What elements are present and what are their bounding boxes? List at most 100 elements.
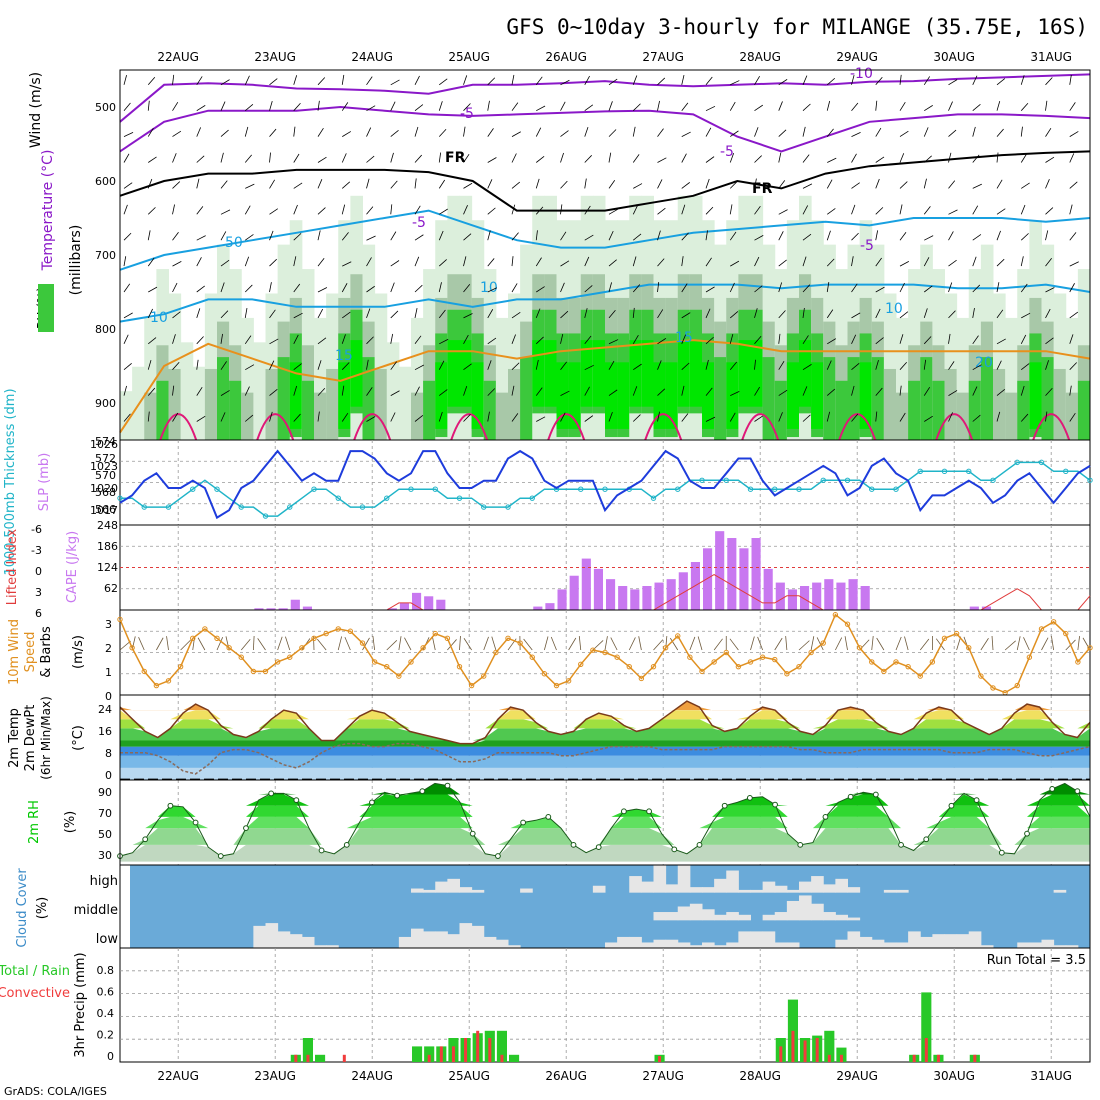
wind-speed-point	[869, 659, 875, 665]
wind-speed-point	[735, 663, 742, 670]
wind-barb	[827, 208, 836, 215]
contour-20	[450, 413, 489, 441]
wind-barb	[681, 385, 685, 396]
wind-speed-point	[1050, 619, 1057, 625]
date-label-bottom: 25AUG	[448, 1069, 490, 1083]
wind-barb	[681, 283, 688, 293]
cloud-block	[689, 903, 703, 921]
wind-barb	[996, 282, 1000, 293]
date-label-top: 23AUG	[254, 50, 296, 64]
wind-barb	[220, 129, 229, 137]
wind-barb	[972, 103, 981, 112]
wind-barb	[923, 127, 929, 137]
wind-barb	[1069, 232, 1077, 241]
wind-barb	[923, 155, 932, 163]
cloud-block	[823, 912, 836, 921]
wind-barb	[778, 361, 785, 370]
wind-barb	[269, 388, 278, 396]
wind-barb	[245, 364, 255, 371]
wind-barb	[948, 361, 955, 370]
thickness-point	[262, 513, 269, 519]
wind-barb	[244, 335, 252, 345]
cape-bar	[812, 582, 822, 610]
wind-barb	[657, 179, 663, 189]
wind-speed-point	[165, 678, 172, 684]
wind-barb-10m	[156, 637, 164, 651]
wind-barb	[487, 337, 497, 345]
cape-bar	[618, 586, 628, 610]
wind-barb	[220, 231, 227, 241]
wind-barb	[244, 126, 249, 137]
upper-air-units-label: (millibars)	[68, 225, 84, 296]
cloud-axis-label: Cloud Cover	[15, 868, 30, 948]
wind-barb	[341, 412, 349, 422]
wind-barb	[438, 411, 443, 422]
wind-barb	[123, 256, 127, 267]
wind-speed-point	[1087, 645, 1093, 651]
rh-shade-green	[520, 357, 533, 440]
cloud-block	[665, 884, 679, 893]
cloud-block	[689, 945, 703, 948]
rh-point	[318, 847, 325, 854]
wind-barb	[414, 178, 417, 189]
wind-barb	[1045, 411, 1048, 422]
wind-speed-point	[444, 635, 451, 642]
slp-tick: 1026	[90, 438, 118, 451]
wind-barb-10m	[1051, 636, 1055, 651]
rh-point	[721, 802, 728, 809]
wind-barb	[681, 74, 685, 85]
cloud-block	[301, 936, 315, 948]
thickness-tick: 574	[95, 435, 116, 448]
wind-barb	[511, 385, 515, 396]
wind-barb	[923, 386, 931, 396]
rh-shade-bright	[459, 340, 473, 407]
precip-panel-frame	[119, 947, 1091, 1063]
thickness-tick: 572	[95, 452, 116, 465]
wind-barb	[948, 209, 958, 215]
contour-label: -5	[412, 215, 426, 231]
wind-barb	[269, 128, 277, 137]
cloud-block	[605, 942, 618, 948]
cloud-block	[726, 870, 739, 893]
wind-barb	[269, 282, 272, 293]
wind-speed-point	[287, 654, 293, 660]
thickness-point	[238, 504, 244, 510]
cloud-block	[786, 889, 800, 893]
wind-barb-10m	[216, 637, 224, 651]
wind-speed-point	[299, 645, 305, 651]
wind-barb	[414, 256, 420, 267]
wind-barb-10m	[240, 639, 251, 651]
cloud-block	[1065, 945, 1079, 948]
contour-20	[644, 413, 683, 441]
wind-tick: 2	[105, 642, 112, 655]
wind-barb	[487, 309, 494, 319]
wind-barb	[972, 183, 982, 189]
date-label-bottom: 30AUG	[933, 1069, 975, 1083]
wind-barb	[608, 101, 613, 111]
contour-label: 10	[885, 301, 903, 317]
rh-point	[973, 797, 980, 804]
wind-barb	[778, 259, 787, 267]
cloud-block	[653, 912, 667, 921]
wind-barb	[560, 204, 563, 215]
wind-barb	[802, 183, 813, 189]
contour-20	[741, 413, 780, 441]
wind-barb	[244, 205, 251, 215]
thickness-point	[1038, 459, 1045, 466]
wind-barb	[826, 360, 832, 370]
wind-barb	[923, 336, 932, 345]
wind-barb	[923, 178, 927, 189]
wind-barb-10m	[483, 636, 489, 651]
wind-barb	[875, 337, 884, 345]
thickness-axis-label: 1000-500mb Thickness (dm)	[3, 388, 18, 575]
rh-point	[570, 841, 577, 848]
wind-barb	[899, 153, 905, 163]
rh-shade-bright	[677, 340, 691, 407]
cloud-block	[653, 939, 667, 948]
cape-bar	[703, 548, 713, 610]
cape-bar	[254, 608, 264, 610]
wind-barb	[948, 412, 953, 422]
wind-barb	[172, 102, 179, 111]
cloud-block	[411, 888, 424, 893]
wind-barb	[996, 309, 1004, 319]
